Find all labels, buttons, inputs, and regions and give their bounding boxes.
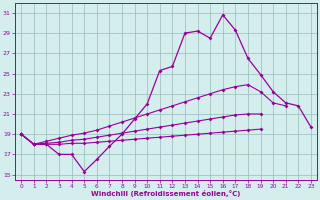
X-axis label: Windchill (Refroidissement éolien,°C): Windchill (Refroidissement éolien,°C) [92, 190, 241, 197]
